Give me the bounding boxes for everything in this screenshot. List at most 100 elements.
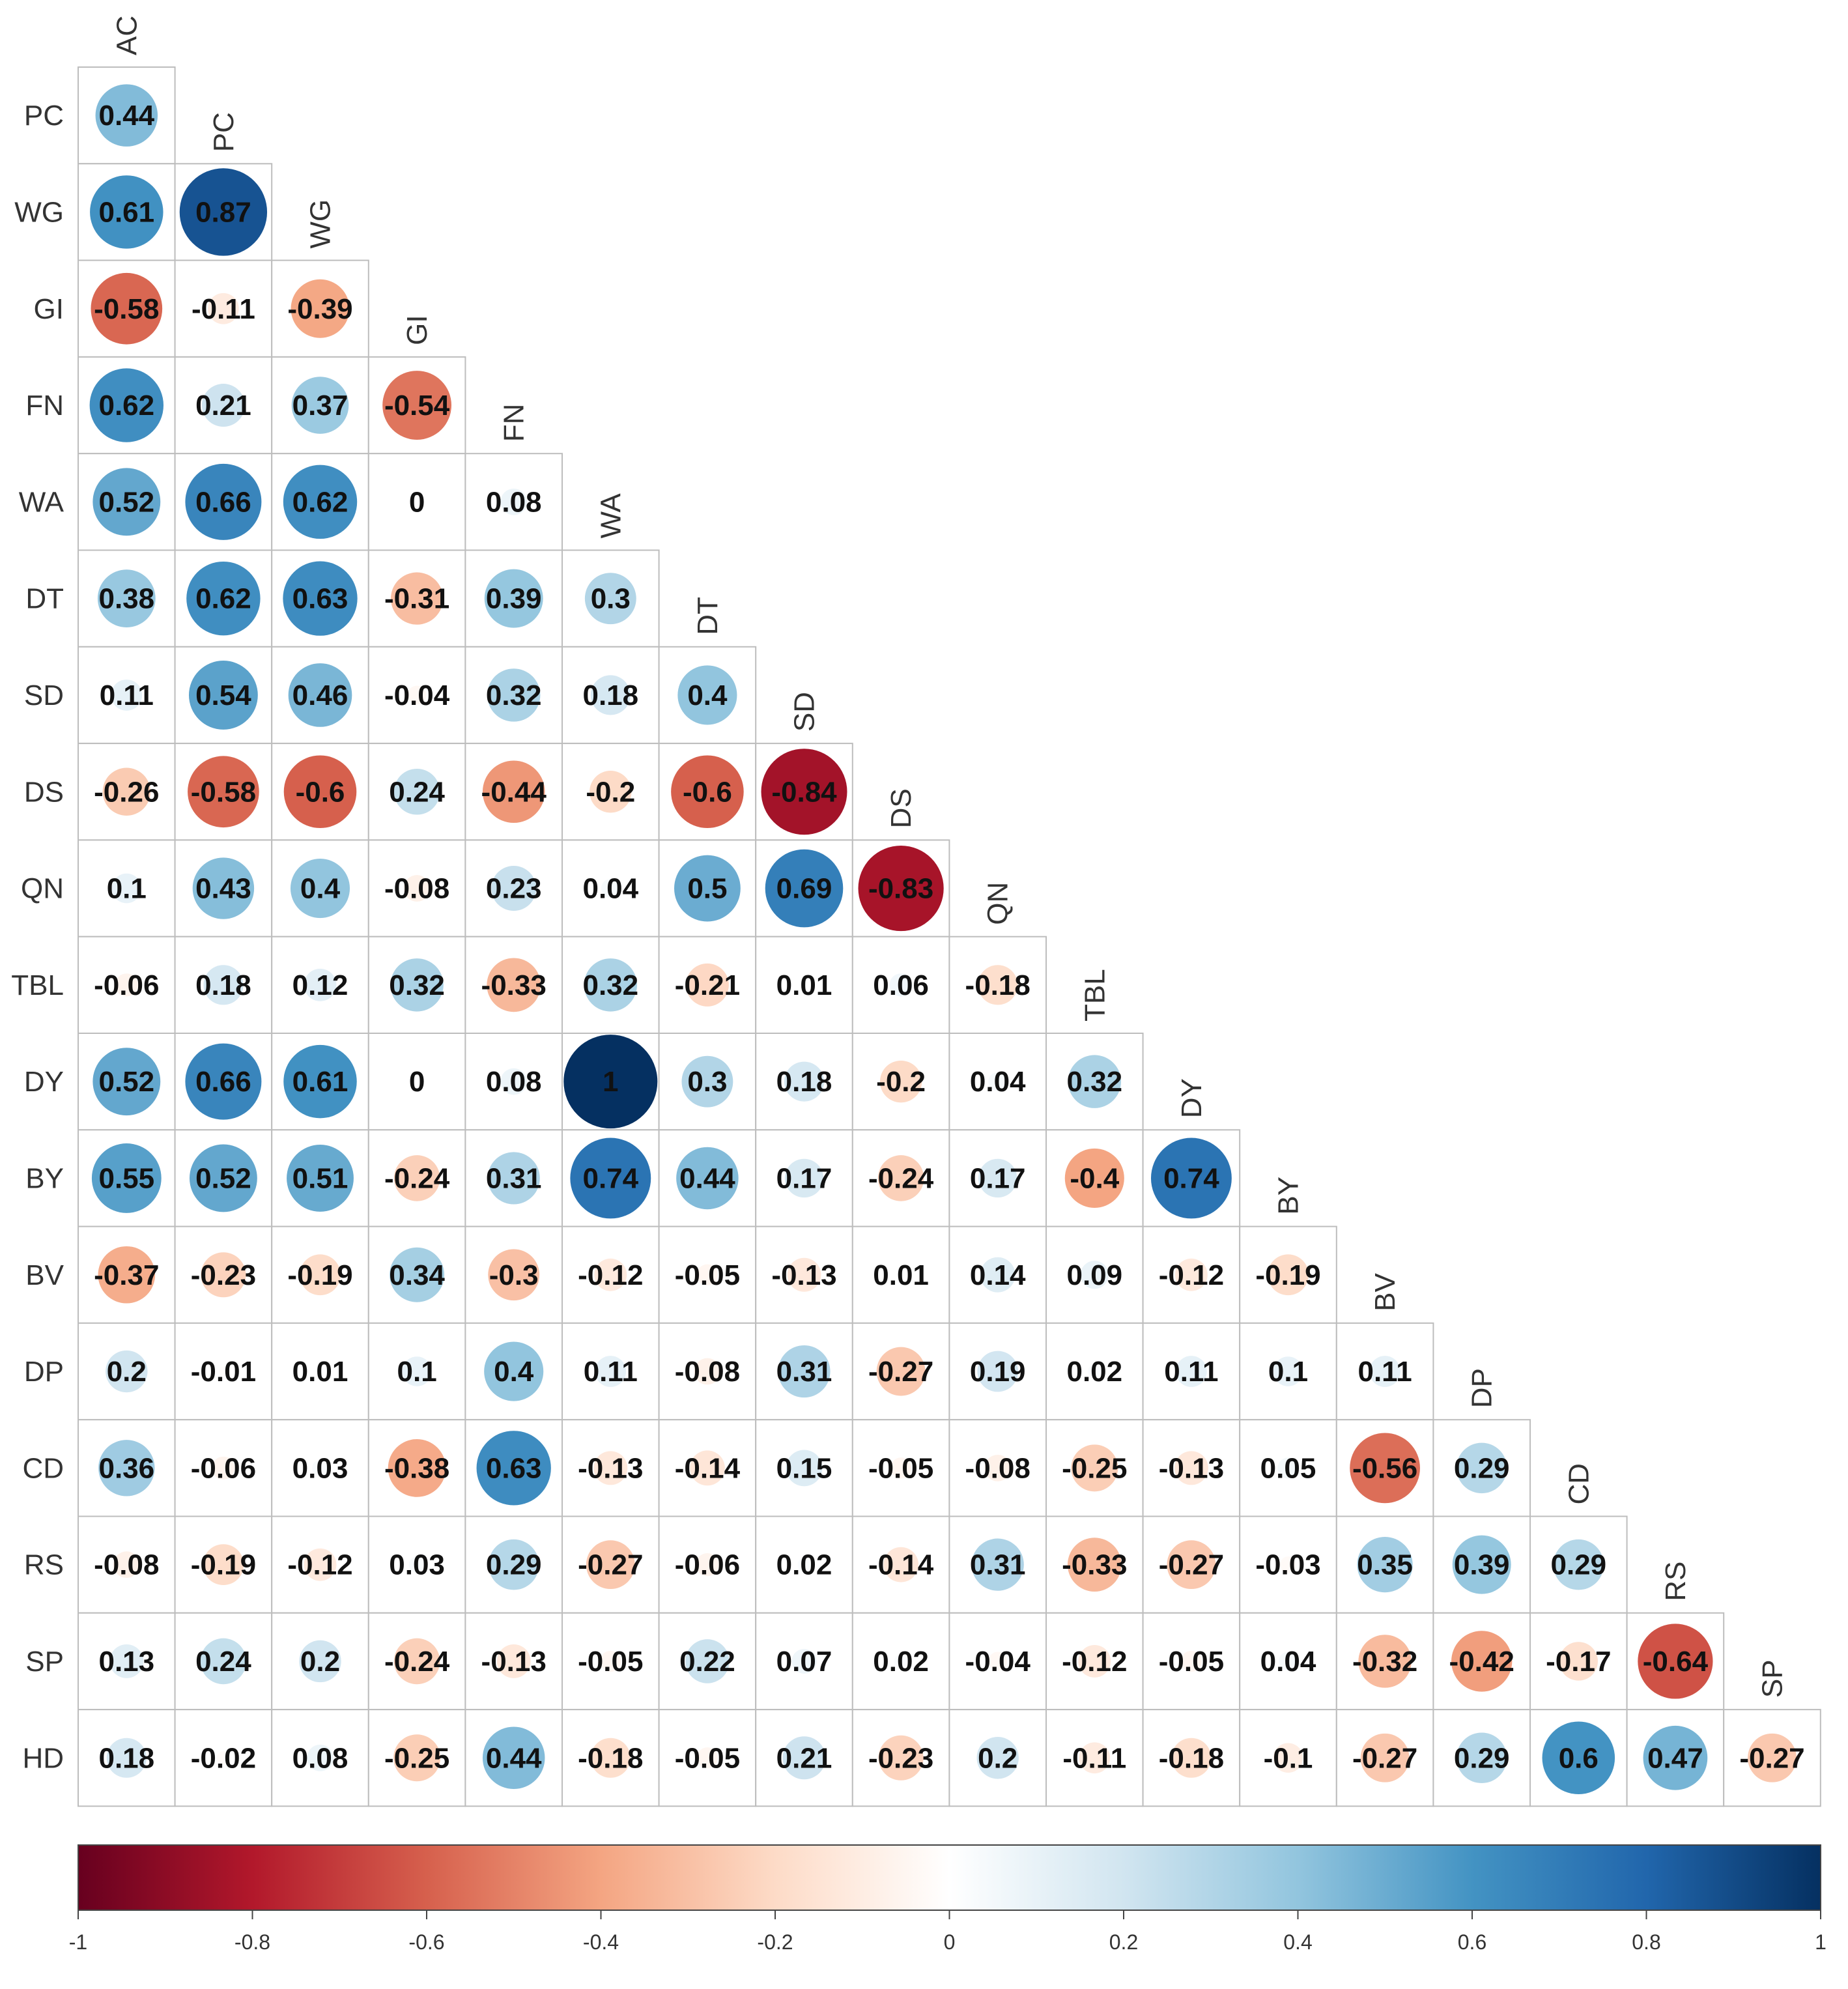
correlation-circle: [689, 1450, 725, 1486]
cell-value-label: 1: [603, 1066, 618, 1098]
correlation-circle: [208, 293, 239, 324]
colorbar-tick-label: 0.6: [1458, 1930, 1486, 1954]
correlation-circle: [878, 1735, 924, 1781]
cell-value-label: 0.63: [486, 1452, 542, 1484]
correlation-circle: [784, 1158, 824, 1198]
correlation-circle: [1277, 1457, 1299, 1479]
correlation-circle: [484, 569, 543, 628]
cell-value-label: 0.69: [776, 873, 832, 905]
correlation-circle: [393, 768, 440, 815]
correlation-circle: [482, 1726, 545, 1790]
cell-value-label: -0.19: [1255, 1259, 1320, 1291]
correlation-circle: [593, 1451, 628, 1485]
correlation-circle: [476, 1431, 551, 1506]
correlation-circle: [186, 561, 261, 636]
colorbar-tick-label: -0.4: [583, 1930, 619, 1954]
correlation-circle: [188, 661, 258, 730]
correlation-circle: [97, 569, 156, 628]
cell-value-label: 0.24: [389, 776, 445, 808]
correlation-circle: [1280, 1556, 1296, 1573]
cell-value-label: -0.1: [1264, 1742, 1313, 1774]
correlation-circle: [189, 1144, 257, 1212]
correlation-circle: [487, 958, 541, 1012]
cell-value-label: 0.04: [582, 873, 638, 905]
correlation-circle: [1456, 1732, 1507, 1784]
cell-value-label: 0.29: [1454, 1452, 1510, 1484]
correlation-circle: [681, 1055, 733, 1108]
correlation-circle: [883, 1547, 919, 1582]
correlation-circle: [787, 1257, 821, 1292]
cell-value-label: 0.36: [98, 1452, 154, 1484]
grid-cell: [948, 1709, 1047, 1807]
cell-value-label: -0.21: [675, 969, 740, 1001]
correlation-circle: [988, 1072, 1008, 1091]
correlation-circle: [299, 1640, 341, 1683]
cell-value-label: -0.27: [1739, 1742, 1804, 1774]
grid-cell: [271, 839, 369, 937]
cell-value-label: 0.4: [300, 873, 341, 905]
correlation-circle: [482, 760, 545, 823]
correlation-circle: [402, 1356, 432, 1386]
correlation-circle: [676, 1147, 739, 1210]
colorbar-tick-label: 0.4: [1283, 1930, 1312, 1954]
cell-value-label: 0.13: [98, 1646, 154, 1678]
cell-value-label: -0.13: [481, 1646, 547, 1678]
cell-value-label: -0.54: [384, 390, 450, 422]
correlation-circle: [980, 1257, 1016, 1293]
correlation-circle: [858, 845, 944, 932]
cell-value-label: -0.84: [771, 776, 837, 808]
correlation-circle: [1452, 1535, 1511, 1594]
column-label: WA: [595, 493, 627, 539]
correlation-circle: [92, 468, 161, 536]
cell-value-label: 0.74: [582, 1162, 638, 1194]
cell-value-label: 0.62: [292, 486, 348, 518]
correlation-circle: [500, 488, 528, 515]
column-label: QN: [982, 882, 1014, 925]
row-label: SD: [24, 680, 64, 711]
correlation-circle: [786, 1450, 823, 1487]
correlation-circle: [894, 1654, 908, 1668]
column-label: SD: [789, 692, 821, 732]
cell-value-label: -0.17: [1546, 1646, 1611, 1678]
grid-cell: [78, 646, 176, 745]
cell-value-label: -0.24: [384, 1162, 450, 1194]
cell-value-label: -0.08: [965, 1452, 1031, 1484]
cell-value-label: -0.56: [1352, 1452, 1417, 1484]
correlation-circle: [496, 1644, 531, 1678]
correlation-circle: [696, 1553, 719, 1577]
correlation-circle: [1559, 1642, 1598, 1681]
cell-value-label: 0.39: [1454, 1549, 1510, 1581]
cell-value-label: 0.39: [486, 583, 542, 615]
cell-value-label: 0.61: [98, 196, 154, 228]
column-label: RS: [1660, 1562, 1692, 1601]
cell-value-label: 0.02: [1066, 1356, 1122, 1388]
correlation-circle: [218, 1366, 229, 1377]
cell-value-label: -0.27: [578, 1549, 643, 1581]
correlation-circle: [98, 1246, 156, 1304]
cell-value-label: 0.2: [300, 1646, 340, 1678]
row-label: SP: [25, 1646, 64, 1678]
correlation-circle: [778, 1345, 831, 1398]
row-label: DT: [25, 583, 64, 615]
correlation-circle: [491, 866, 537, 911]
cell-value-label: 0.62: [195, 583, 251, 615]
correlation-circle: [988, 1652, 1008, 1671]
row-label: DY: [24, 1066, 64, 1098]
correlation-circle: [1174, 1451, 1208, 1485]
correlation-circle: [696, 1747, 718, 1769]
correlation-circle: [288, 663, 352, 727]
cell-value-label: 0.29: [1550, 1549, 1606, 1581]
cell-value-label: -0.05: [578, 1646, 643, 1678]
correlation-circle: [1079, 1742, 1111, 1774]
row-label: BV: [25, 1259, 64, 1291]
correlation-circle: [102, 767, 151, 816]
cell-value-label: -0.2: [876, 1066, 926, 1098]
cell-value-label: -0.18: [965, 969, 1031, 1001]
correlation-circle: [403, 875, 431, 902]
row-label: FN: [25, 390, 64, 422]
correlation-circle: [890, 1457, 912, 1479]
correlation-circle: [98, 1440, 155, 1496]
grid-cell: [464, 453, 563, 551]
correlation-circle: [109, 1644, 144, 1678]
